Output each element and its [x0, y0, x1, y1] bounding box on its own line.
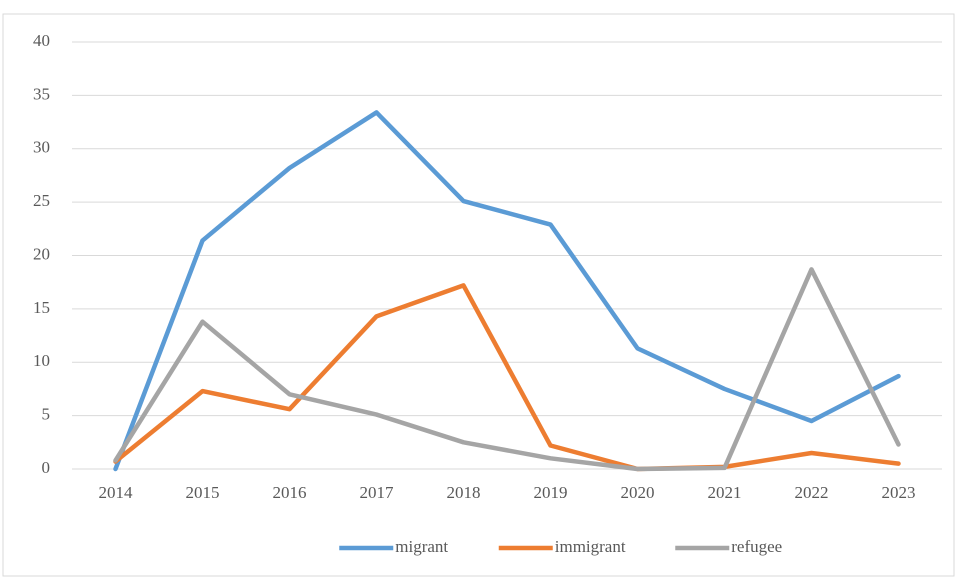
y-tick-label: 5 — [42, 405, 51, 424]
x-tick-label: 2016 — [273, 483, 307, 502]
series-line — [113, 267, 901, 472]
x-tick-label: 2018 — [447, 483, 481, 502]
legend-label: migrant — [395, 537, 448, 556]
legend-label: refugee — [731, 537, 782, 556]
x-tick-label: 2017 — [360, 483, 395, 502]
x-tick-label: 2014 — [99, 483, 134, 502]
y-tick-label: 20 — [33, 244, 50, 263]
y-tick-label: 25 — [33, 191, 50, 210]
x-tick-label: 2022 — [795, 483, 829, 502]
x-tick-label: 2023 — [882, 483, 916, 502]
x-tick-label: 2020 — [621, 483, 655, 502]
x-tick-label: 2015 — [186, 483, 220, 502]
chart-border — [2, 13, 955, 577]
y-tick-label: 10 — [33, 351, 50, 370]
y-tick-label: 0 — [42, 458, 51, 477]
series-line — [113, 110, 901, 472]
x-tick-label: 2021 — [708, 483, 742, 502]
legend-label: immigrant — [555, 537, 626, 556]
series-line — [113, 283, 901, 472]
x-tick-label: 2019 — [534, 483, 568, 502]
y-tick-label: 40 — [33, 31, 50, 50]
y-tick-label: 15 — [33, 298, 50, 317]
y-tick-label: 35 — [33, 84, 50, 103]
y-tick-label: 30 — [33, 138, 50, 157]
